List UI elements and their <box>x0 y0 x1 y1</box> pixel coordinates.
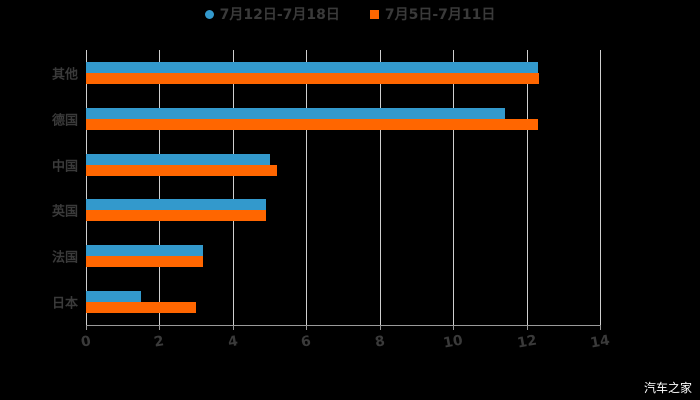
x-tick-label: 12 <box>515 332 538 352</box>
y-category-label: 中国 <box>51 159 78 175</box>
x-tick <box>379 325 381 330</box>
gridline <box>600 50 601 325</box>
bar-1-中国[interactable] <box>86 153 270 165</box>
x-tick <box>526 325 528 330</box>
series-2-marker-icon <box>369 9 379 19</box>
y-category-label: 英国 <box>51 204 78 220</box>
chart-legend: 7月12日-7月18日 7月5日-7月11日 <box>0 4 700 24</box>
gridline <box>379 50 381 325</box>
legend-label: 7月12日-7月18日 <box>219 7 340 23</box>
x-axis <box>86 325 600 326</box>
x-tick <box>232 325 234 330</box>
bar-2-日本[interactable] <box>86 302 197 313</box>
bar-1-法国[interactable] <box>86 245 204 257</box>
bar-2-英国[interactable] <box>86 210 266 222</box>
x-tick-label: 14 <box>589 332 611 352</box>
gridline <box>306 50 308 325</box>
watermark: 汽车之家 <box>643 381 692 395</box>
x-tick-label: 4 <box>226 333 240 351</box>
legend-label: 7月5日-7月11日 <box>384 7 496 23</box>
x-tick <box>159 325 161 330</box>
x-tick <box>600 325 601 330</box>
gridline <box>526 50 528 325</box>
x-tick-label: 10 <box>442 332 465 352</box>
x-tick <box>86 325 87 330</box>
x-tick <box>306 325 308 330</box>
legend-item-series-2[interactable]: 7月5日-7月11日 <box>369 4 496 24</box>
x-tick-label: 6 <box>300 333 313 351</box>
bar-2-其他[interactable] <box>86 73 540 84</box>
gridline <box>232 50 234 325</box>
bar-1-德国[interactable] <box>86 107 505 119</box>
gridline <box>453 50 455 325</box>
gridline <box>86 50 87 325</box>
x-tick <box>453 325 455 330</box>
bar-1-英国[interactable] <box>86 199 266 211</box>
bar-2-德国[interactable] <box>86 118 538 130</box>
x-tick-label: 2 <box>153 333 166 351</box>
y-category-label: 日本 <box>51 296 78 312</box>
bar-1-其他[interactable] <box>86 62 538 73</box>
legend-item-series-1[interactable]: 7月12日-7月18日 <box>204 4 340 24</box>
x-tick-label: 0 <box>79 333 93 351</box>
bar-2-中国[interactable] <box>86 164 277 176</box>
bar-1-日本[interactable] <box>86 291 142 302</box>
y-category-label: 其他 <box>51 67 78 83</box>
y-category-label: 法国 <box>51 250 78 266</box>
x-tick-label: 8 <box>373 333 386 351</box>
y-category-label: 德国 <box>51 113 78 129</box>
gridline <box>159 50 161 325</box>
bar-2-法国[interactable] <box>86 256 204 268</box>
series-1-marker-icon <box>204 9 214 19</box>
